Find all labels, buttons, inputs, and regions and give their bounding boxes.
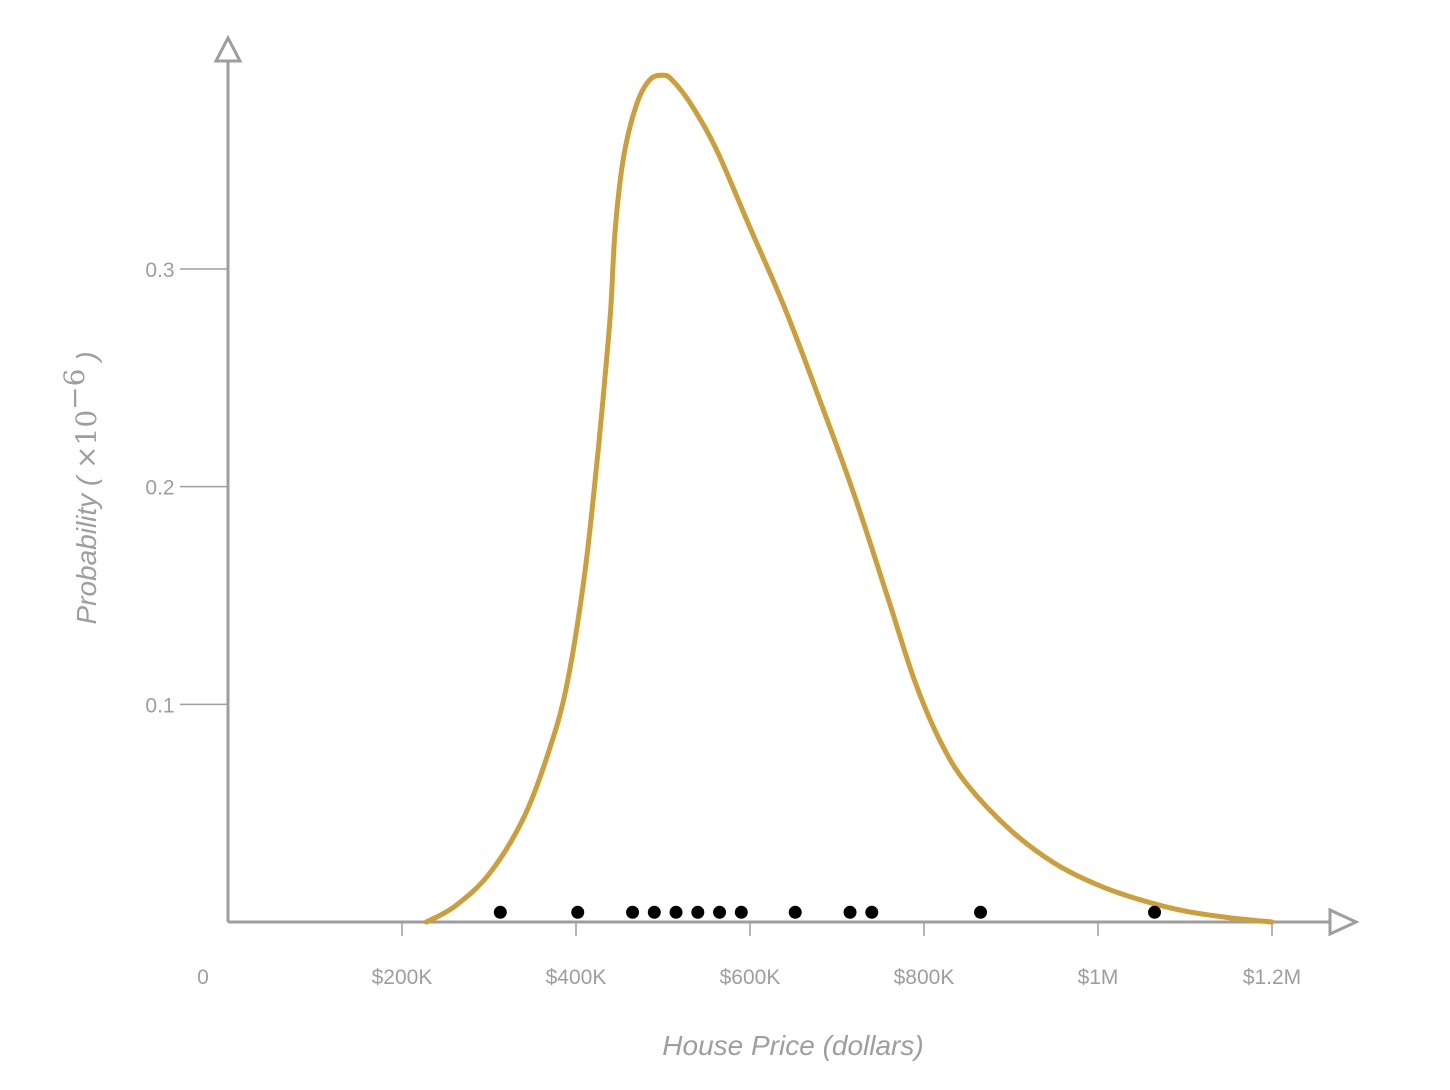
observation-point	[865, 905, 879, 919]
y-axis-title: Probability ( ×10−6 )	[58, 351, 103, 624]
x-axis-title: House Price (dollars)	[662, 1030, 923, 1061]
observation-point	[1148, 905, 1162, 919]
observation-points	[493, 905, 1162, 919]
observation-point	[669, 905, 683, 919]
x-axis-arrow-icon	[1328, 907, 1360, 937]
x-tick-label: $200K	[372, 966, 433, 989]
x-tick-label: 0	[197, 966, 209, 989]
y-tick-label: 0.2	[145, 477, 174, 500]
observation-point	[493, 905, 507, 919]
observation-point	[843, 905, 857, 919]
x-tick-label: $800K	[894, 966, 955, 989]
density-curve	[423, 72, 1275, 925]
x-tick-label: $600K	[720, 966, 781, 989]
observation-point	[734, 905, 748, 919]
x-axis-ticks: 0 $200K $400K $600K $800K $1M $1.2M	[197, 922, 1301, 989]
observation-point	[788, 905, 802, 919]
observation-point	[691, 905, 705, 919]
observation-point	[974, 905, 988, 919]
observation-point	[626, 905, 640, 919]
y-tick-label: 0.1	[145, 694, 174, 717]
x-tick-label: $1.2M	[1243, 966, 1301, 989]
observation-point	[647, 905, 661, 919]
y-axis-title-multiplier: ×10	[70, 410, 103, 469]
y-axis-ticks: 0.1 0.2 0.3	[145, 259, 228, 717]
x-tick-label: $400K	[546, 966, 607, 989]
y-axis-arrow-icon	[213, 34, 243, 63]
observation-point	[571, 905, 585, 919]
y-axis-title-text: Probability (	[71, 469, 102, 625]
x-tick-label: $1M	[1078, 966, 1119, 989]
observation-point	[713, 905, 727, 919]
y-axis-title-exponent: −6	[58, 369, 91, 410]
y-axis-title-close: )	[71, 351, 102, 368]
y-tick-label: 0.3	[145, 259, 174, 282]
